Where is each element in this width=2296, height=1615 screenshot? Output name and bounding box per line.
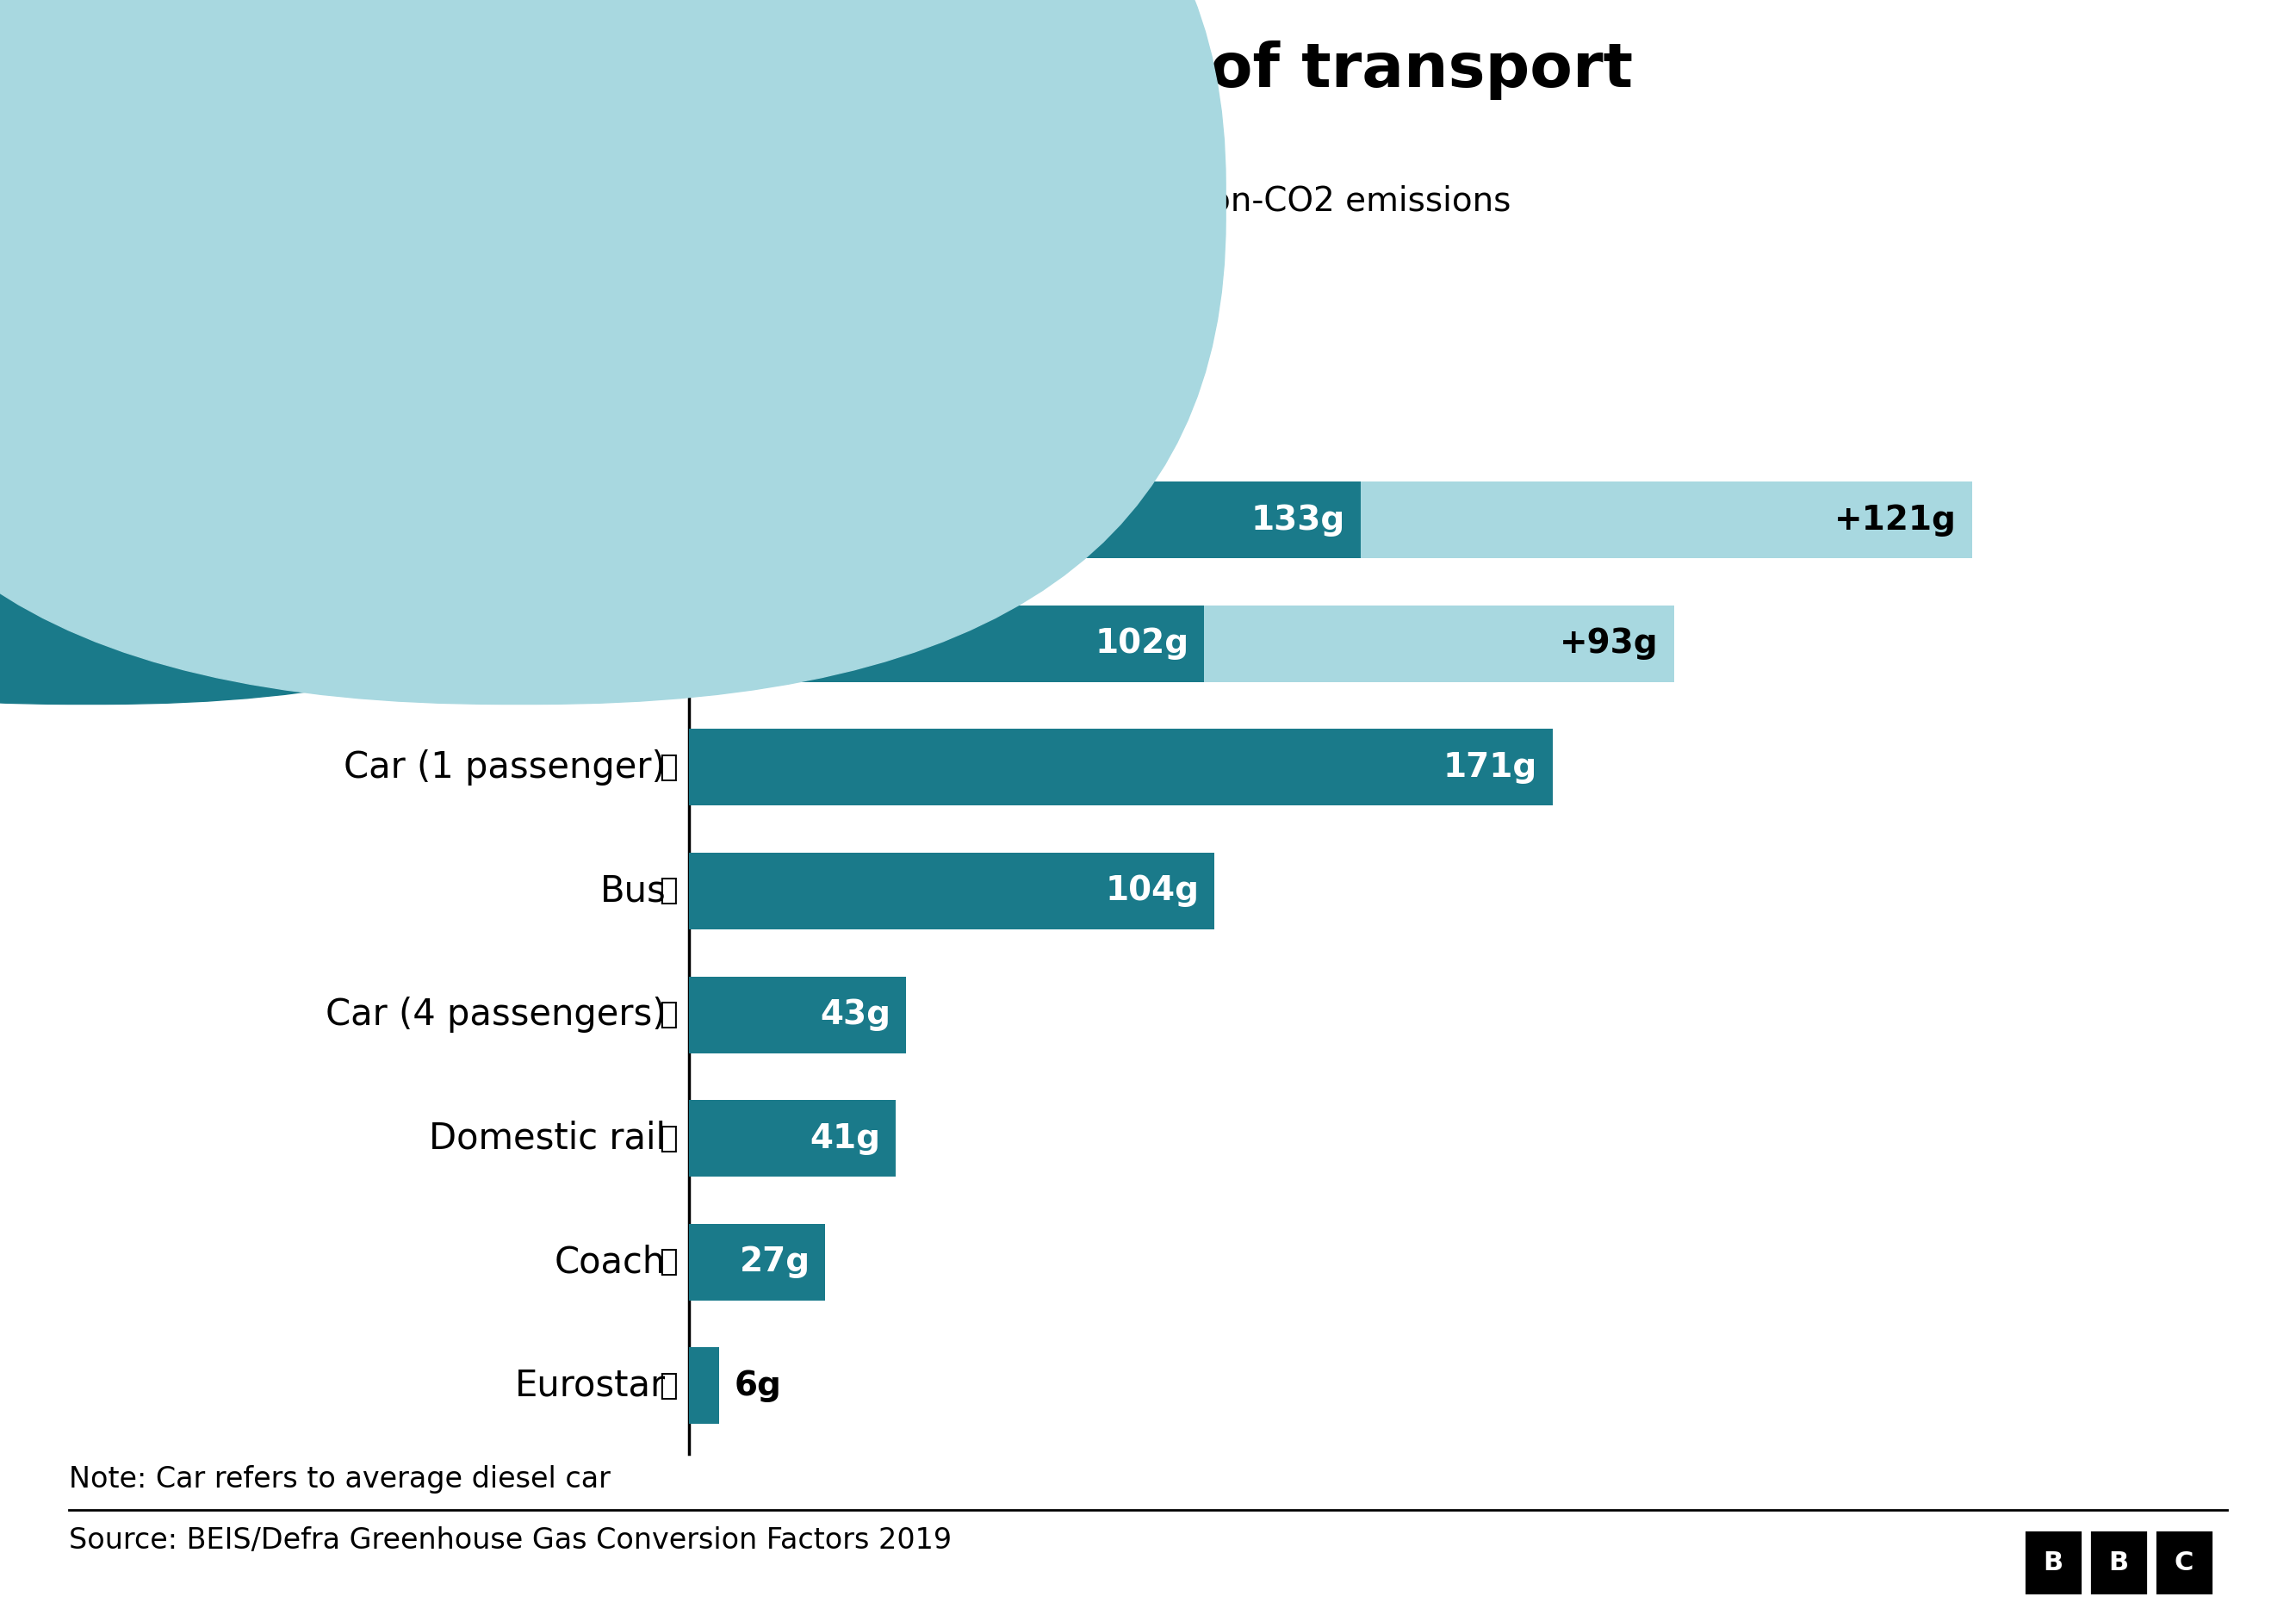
Bar bbox=[689, 1347, 719, 1424]
Text: 171g: 171g bbox=[1444, 751, 1538, 783]
Text: 🚃: 🚃 bbox=[659, 1371, 677, 1400]
Text: Car (4 passengers): Car (4 passengers) bbox=[326, 996, 666, 1032]
Text: Domestic flight: Domestic flight bbox=[393, 502, 666, 538]
Bar bbox=[2089, 1529, 2149, 1596]
Text: Note: Car refers to average diesel car: Note: Car refers to average diesel car bbox=[69, 1465, 611, 1494]
Bar bbox=[689, 481, 1362, 559]
Text: 104g: 104g bbox=[1104, 875, 1199, 908]
Bar bbox=[689, 728, 1552, 806]
Text: CO2 emissions: CO2 emissions bbox=[122, 186, 370, 218]
Text: Bus: Bus bbox=[599, 874, 666, 909]
Text: B: B bbox=[2043, 1550, 2064, 1575]
Text: C: C bbox=[2174, 1550, 2193, 1575]
Bar bbox=[689, 606, 1203, 682]
Text: 102g: 102g bbox=[1095, 628, 1189, 661]
Bar bbox=[2156, 1529, 2213, 1596]
Text: Long haul flight: Long haul flight bbox=[388, 625, 666, 662]
Text: +121g: +121g bbox=[1835, 504, 1956, 536]
Text: 27g: 27g bbox=[739, 1245, 810, 1277]
Text: ✈: ✈ bbox=[652, 505, 677, 535]
Bar bbox=[2025, 1529, 2082, 1596]
Text: Domestic rail: Domestic rail bbox=[429, 1121, 666, 1156]
Text: 6g: 6g bbox=[735, 1370, 781, 1402]
Bar bbox=[1203, 606, 1674, 682]
Bar bbox=[689, 853, 1215, 929]
Text: 133g: 133g bbox=[1251, 504, 1345, 536]
Bar bbox=[689, 1224, 824, 1300]
Text: Source: BEIS/Defra Greenhouse Gas Conversion Factors 2019: Source: BEIS/Defra Greenhouse Gas Conver… bbox=[69, 1526, 953, 1555]
Text: 🚃: 🚃 bbox=[659, 1124, 677, 1153]
Text: 43g: 43g bbox=[820, 998, 891, 1030]
Text: Car (1 passenger): Car (1 passenger) bbox=[344, 749, 666, 785]
Text: +93g: +93g bbox=[1559, 628, 1658, 661]
Text: Eurostar: Eurostar bbox=[514, 1368, 666, 1403]
Text: B: B bbox=[2108, 1550, 2128, 1575]
Text: Emissions from different modes of transport: Emissions from different modes of transp… bbox=[69, 40, 1632, 100]
Text: ✈: ✈ bbox=[652, 630, 677, 659]
Text: Coach: Coach bbox=[556, 1244, 666, 1281]
Text: 🚌: 🚌 bbox=[659, 1247, 677, 1276]
Text: 🚌: 🚌 bbox=[659, 877, 677, 906]
Text: 41g: 41g bbox=[810, 1122, 882, 1155]
Text: Emissions per passenger per km travelled: Emissions per passenger per km travelled bbox=[69, 121, 875, 158]
Text: 🚗: 🚗 bbox=[659, 1000, 677, 1029]
Text: Secondary effects from high altitude, non-CO2 emissions: Secondary effects from high altitude, no… bbox=[556, 186, 1511, 218]
Text: 🚗: 🚗 bbox=[659, 753, 677, 782]
Bar bbox=[1362, 481, 1972, 559]
Bar bbox=[689, 977, 907, 1053]
Bar bbox=[689, 1100, 895, 1177]
